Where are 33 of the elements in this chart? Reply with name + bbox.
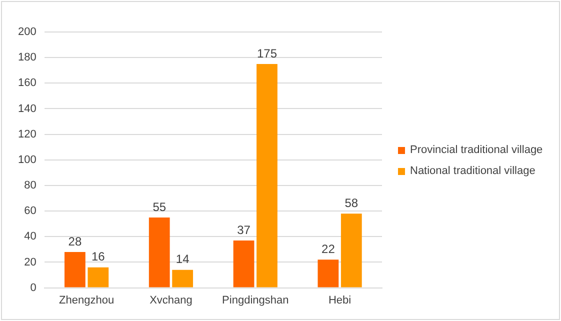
- y-tick-label: 140: [18, 102, 36, 115]
- y-tick-label: 160: [18, 77, 36, 90]
- bar: [318, 260, 339, 288]
- data-label: 22: [322, 242, 336, 256]
- x-tick-label: Pingdingshan: [222, 294, 289, 306]
- data-label: 37: [237, 222, 251, 237]
- data-label: 14: [176, 252, 190, 266]
- y-tick-label: 20: [24, 256, 36, 268]
- data-label: 16: [91, 250, 106, 264]
- data-label: 28: [68, 234, 82, 248]
- data-label: 175: [256, 46, 278, 60]
- y-tick-label: 40: [24, 230, 36, 243]
- data-label: 58: [344, 196, 358, 210]
- data-label: 55: [152, 200, 166, 214]
- x-tick-label: Hebi: [328, 294, 352, 306]
- y-tick-label: 100: [18, 154, 36, 166]
- bar: [340, 214, 362, 288]
- bar: [148, 217, 170, 288]
- x-tick-label: Xvchang: [150, 294, 192, 306]
- x-tick-label: Zhengzhou: [59, 294, 114, 306]
- bar: [64, 252, 86, 288]
- y-tick-label: 120: [18, 128, 36, 140]
- bar: [256, 64, 278, 288]
- bar: [172, 270, 194, 288]
- y-tick-label: 200: [18, 26, 36, 38]
- y-tick-label: 60: [24, 205, 36, 218]
- legend-label: Provincial traditional village: [410, 144, 543, 156]
- y-tick-label: 80: [24, 180, 36, 192]
- y-tick-label: 0: [30, 282, 36, 294]
- bar: [233, 240, 254, 288]
- legend-label: National traditional village: [410, 165, 536, 177]
- y-tick-label: 180: [18, 52, 36, 64]
- bar: [88, 267, 109, 288]
